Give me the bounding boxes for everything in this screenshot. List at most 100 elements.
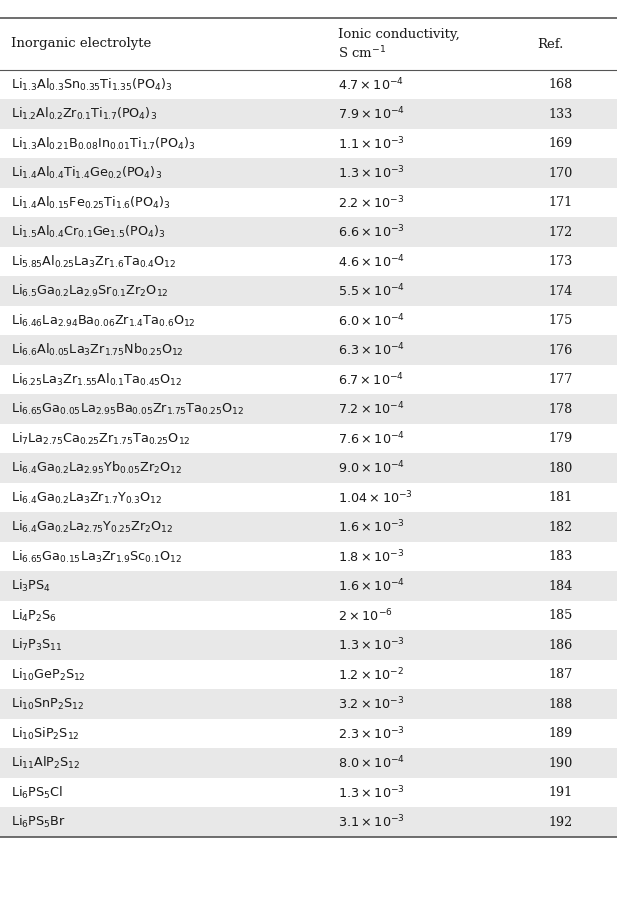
Text: 180: 180 (549, 462, 573, 474)
Text: 170: 170 (549, 166, 573, 180)
Bar (0, 749, 617, 778)
Text: 174: 174 (549, 284, 573, 298)
Text: $\mathregular{Li_{7}P_{3}S_{11}}$: $\mathregular{Li_{7}P_{3}S_{11}}$ (11, 637, 62, 653)
Text: 188: 188 (549, 698, 573, 711)
Text: $\mathregular{Li_{6}PS_{5}Cl}$: $\mathregular{Li_{6}PS_{5}Cl}$ (11, 785, 63, 801)
Text: 185: 185 (549, 609, 573, 622)
Bar (0, 247, 617, 276)
Text: $6.7\times10^{-4}$: $6.7\times10^{-4}$ (338, 372, 404, 388)
Text: $\mathregular{Li_{6.5}Ga_{0.2}La_{2.9}Sr_{0.1}Zr_{2}O_{12}}$: $\mathregular{Li_{6.5}Ga_{0.2}La_{2.9}Sr… (11, 284, 168, 300)
Text: $\mathregular{Li_{1.4}Al_{0.15}Fe_{0.25}Ti_{1.6}(PO_{4})_{3}}$: $\mathregular{Li_{1.4}Al_{0.15}Fe_{0.25}… (11, 194, 171, 211)
Text: 175: 175 (549, 314, 573, 328)
Text: $7.9\times10^{-4}$: $7.9\times10^{-4}$ (338, 106, 405, 122)
Text: $2.3\times10^{-3}$: $2.3\times10^{-3}$ (338, 725, 405, 742)
Bar (0, 424, 617, 454)
Text: 171: 171 (549, 196, 573, 209)
Bar (0, 572, 617, 601)
Text: $\mathregular{Li_{6.65}Ga_{0.15}La_{3}Zr_{1.9}Sc_{0.1}O_{12}}$: $\mathregular{Li_{6.65}Ga_{0.15}La_{3}Zr… (11, 549, 182, 565)
Text: $1.3\times10^{-3}$: $1.3\times10^{-3}$ (338, 637, 405, 653)
Text: $7.2\times10^{-4}$: $7.2\times10^{-4}$ (338, 400, 404, 418)
Text: $\mathregular{Li_{6.65}Ga_{0.05}La_{2.95}Ba_{0.05}Zr_{1.75}Ta_{0.25}O_{12}}$: $\mathregular{Li_{6.65}Ga_{0.05}La_{2.95… (11, 401, 244, 418)
Text: $\mathregular{Li_{1.5}Al_{0.4}Cr_{0.1}Ge_{1.5}(PO_{4})_{3}}$: $\mathregular{Li_{1.5}Al_{0.4}Cr_{0.1}Ge… (11, 224, 165, 240)
Text: $\mathregular{Li_{11}AlP_{2}S_{12}}$: $\mathregular{Li_{11}AlP_{2}S_{12}}$ (11, 755, 80, 771)
Text: $6.3\times10^{-4}$: $6.3\times10^{-4}$ (338, 342, 405, 358)
Text: $1.8\times10^{-3}$: $1.8\times10^{-3}$ (338, 548, 405, 565)
Bar (0, 218, 617, 247)
Text: $4.7\times10^{-4}$: $4.7\times10^{-4}$ (338, 76, 404, 93)
Text: $\mathregular{Li_{5.85}Al_{0.25}La_{3}Zr_{1.6}Ta_{0.4}O_{12}}$: $\mathregular{Li_{5.85}Al_{0.25}La_{3}Zr… (11, 254, 176, 270)
Text: 176: 176 (549, 344, 573, 356)
Text: 183: 183 (549, 550, 573, 563)
Text: $\mathregular{Li_{10}SnP_{2}S_{12}}$: $\mathregular{Li_{10}SnP_{2}S_{12}}$ (11, 697, 85, 712)
Text: 173: 173 (549, 256, 573, 268)
Text: 168: 168 (549, 78, 573, 91)
Text: $3.1\times10^{-3}$: $3.1\times10^{-3}$ (338, 814, 405, 831)
Text: $1.1\times10^{-3}$: $1.1\times10^{-3}$ (338, 135, 405, 152)
Text: $\mathregular{Li_{6.4}Ga_{0.2}La_{2.95}Yb_{0.05}Zr_{2}O_{12}}$: $\mathregular{Li_{6.4}Ga_{0.2}La_{2.95}Y… (11, 460, 183, 476)
Text: $2\times10^{-6}$: $2\times10^{-6}$ (338, 608, 393, 624)
Text: S cm$^{-1}$: S cm$^{-1}$ (338, 45, 386, 62)
Text: 178: 178 (549, 402, 573, 416)
Bar (0, 512, 617, 542)
Bar (0, 778, 617, 807)
Text: $\mathregular{Li_{6.25}La_{3}Zr_{1.55}Al_{0.1}Ta_{0.45}O_{12}}$: $\mathregular{Li_{6.25}La_{3}Zr_{1.55}Al… (11, 372, 183, 388)
Text: $3.2\times10^{-3}$: $3.2\times10^{-3}$ (338, 696, 404, 713)
Text: 172: 172 (549, 226, 573, 239)
Text: $1.2\times10^{-2}$: $1.2\times10^{-2}$ (338, 666, 404, 683)
Bar (0, 807, 617, 837)
Bar (0, 689, 617, 719)
Text: 191: 191 (549, 787, 573, 799)
Text: Ref.: Ref. (537, 38, 563, 50)
Text: $\mathregular{Li_{1.3}Al_{0.3}Sn_{0.35}Ti_{1.35}(PO_{4})_{3}}$: $\mathregular{Li_{1.3}Al_{0.3}Sn_{0.35}T… (11, 76, 173, 93)
Text: $1.6\times10^{-3}$: $1.6\times10^{-3}$ (338, 519, 405, 536)
Text: 177: 177 (549, 374, 573, 386)
Bar (0, 542, 617, 572)
Bar (0, 70, 617, 100)
Bar (0, 188, 617, 218)
Text: $9.0\times10^{-4}$: $9.0\times10^{-4}$ (338, 460, 405, 477)
Text: $\mathregular{Li_{3}PS_{4}}$: $\mathregular{Li_{3}PS_{4}}$ (11, 578, 51, 594)
Text: $\mathregular{Li_{1.2}Al_{0.2}Zr_{0.1}Ti_{1.7}(PO_{4})_{3}}$: $\mathregular{Li_{1.2}Al_{0.2}Zr_{0.1}Ti… (11, 106, 157, 122)
Bar (0, 100, 617, 129)
Text: $\mathregular{Li_{6}PS_{5}Br}$: $\mathregular{Li_{6}PS_{5}Br}$ (11, 814, 66, 831)
Text: 190: 190 (549, 757, 573, 770)
Bar (0, 601, 617, 631)
Text: $\mathregular{Li_{1.4}Al_{0.4}Ti_{1.4}Ge_{0.2}(PO_{4})_{3}}$: $\mathregular{Li_{1.4}Al_{0.4}Ti_{1.4}Ge… (11, 166, 162, 181)
Text: $1.3\times10^{-3}$: $1.3\times10^{-3}$ (338, 785, 405, 801)
Bar (0, 483, 617, 512)
Text: $\mathregular{Li_{6.6}Al_{0.05}La_{3}Zr_{1.75}Nb_{0.25}O_{12}}$: $\mathregular{Li_{6.6}Al_{0.05}La_{3}Zr_… (11, 342, 184, 358)
Text: 184: 184 (549, 580, 573, 593)
Text: 181: 181 (549, 491, 573, 504)
Text: Ionic conductivity,: Ionic conductivity, (338, 28, 460, 41)
Text: $1.3\times10^{-3}$: $1.3\times10^{-3}$ (338, 165, 405, 182)
Text: $6.0\times10^{-4}$: $6.0\times10^{-4}$ (338, 312, 405, 329)
Text: $\mathregular{Li_{1.3}Al_{0.21}B_{0.08}In_{0.01}Ti_{1.7}(PO_{4})_{3}}$: $\mathregular{Li_{1.3}Al_{0.21}B_{0.08}I… (11, 136, 196, 152)
Text: 179: 179 (549, 432, 573, 446)
Bar (0, 365, 617, 394)
Text: $1.04\times10^{-3}$: $1.04\times10^{-3}$ (338, 490, 413, 506)
Bar (0, 276, 617, 306)
Text: 192: 192 (549, 815, 573, 829)
Text: $6.6\times10^{-3}$: $6.6\times10^{-3}$ (338, 224, 405, 240)
Bar (0, 129, 617, 158)
Text: $\mathregular{Li_{6.4}Ga_{0.2}La_{3}Zr_{1.7}Y_{0.3}O_{12}}$: $\mathregular{Li_{6.4}Ga_{0.2}La_{3}Zr_{… (11, 490, 162, 506)
Text: $2.2\times10^{-3}$: $2.2\times10^{-3}$ (338, 194, 404, 211)
Bar (0, 719, 617, 749)
Text: 186: 186 (549, 639, 573, 652)
Text: $\mathregular{Li_{7}La_{2.75}Ca_{0.25}Zr_{1.75}Ta_{0.25}O_{12}}$: $\mathregular{Li_{7}La_{2.75}Ca_{0.25}Zr… (11, 431, 191, 446)
Bar (0, 394, 617, 424)
Text: 182: 182 (549, 521, 573, 534)
Text: $8.0\times10^{-4}$: $8.0\times10^{-4}$ (338, 755, 405, 771)
Text: $\mathregular{Li_{4}P_{2}S_{6}}$: $\mathregular{Li_{4}P_{2}S_{6}}$ (11, 608, 57, 624)
Text: 189: 189 (549, 727, 573, 740)
Text: Inorganic electrolyte: Inorganic electrolyte (11, 38, 151, 50)
Bar (0, 336, 617, 365)
Text: $\mathregular{Li_{10}SiP_{2}S_{12}}$: $\mathregular{Li_{10}SiP_{2}S_{12}}$ (11, 725, 80, 742)
Text: $5.5\times10^{-4}$: $5.5\times10^{-4}$ (338, 283, 405, 300)
Bar (0, 454, 617, 483)
Text: 133: 133 (549, 108, 573, 121)
Bar (0, 631, 617, 660)
Text: $\mathregular{Li_{6.4}Ga_{0.2}La_{2.75}Y_{0.25}Zr_{2}O_{12}}$: $\mathregular{Li_{6.4}Ga_{0.2}La_{2.75}Y… (11, 519, 173, 536)
Text: $1.6\times10^{-4}$: $1.6\times10^{-4}$ (338, 578, 405, 595)
Text: $\mathregular{Li_{10}GeP_{2}S_{12}}$: $\mathregular{Li_{10}GeP_{2}S_{12}}$ (11, 667, 86, 683)
